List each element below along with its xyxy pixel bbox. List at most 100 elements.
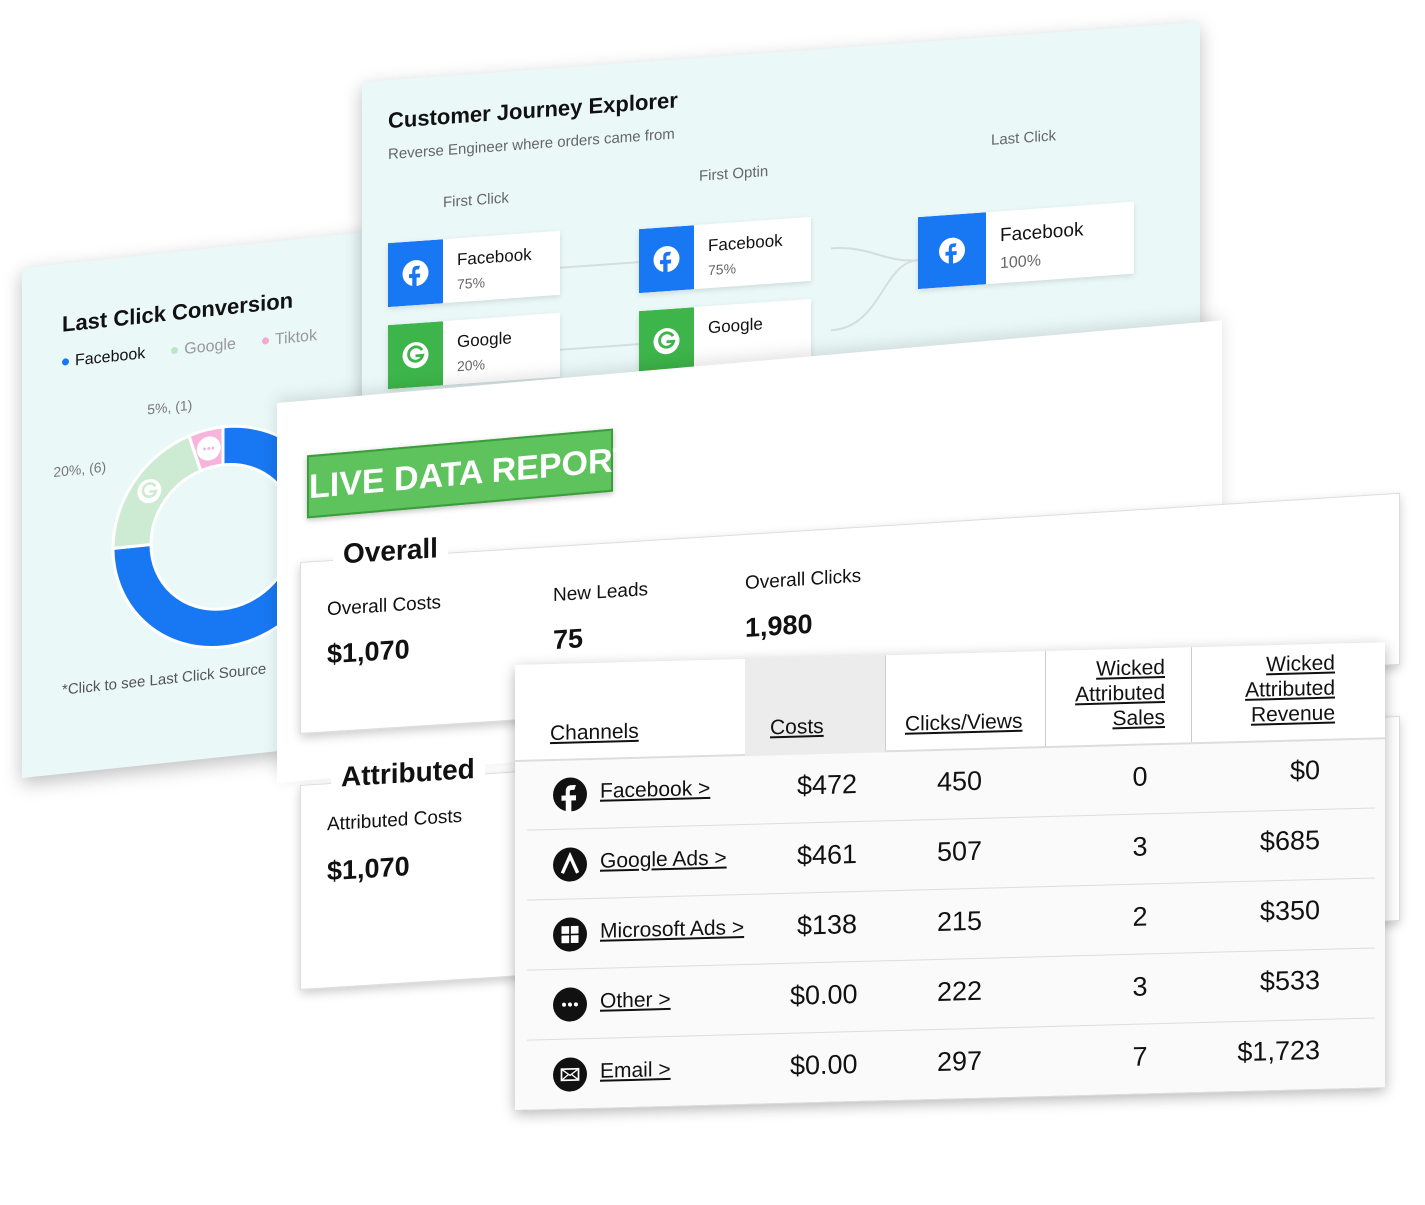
icon-glyph: [203, 447, 207, 451]
connector: [560, 343, 639, 351]
cost-cell: $461: [797, 839, 858, 871]
sales-cell: 3: [1132, 831, 1148, 862]
journey-columns: First Click Facebook 75% Google 20% First Opt…: [362, 22, 1200, 390]
cost-cell: $0.00: [790, 979, 858, 1011]
icon-glyph: [570, 935, 579, 944]
clicks-cell: 450: [937, 765, 983, 797]
metric-value: 1,980: [745, 608, 813, 644]
icon-glyph: [570, 925, 579, 934]
icon-circle: [939, 237, 965, 264]
metric-label: Overall Clicks: [745, 565, 862, 595]
sales-cell: 2: [1132, 901, 1148, 932]
icon-glyph: [211, 446, 215, 450]
icon-glyph: [561, 785, 577, 814]
icon-glyph: [207, 447, 211, 450]
icon-glyph: [407, 345, 425, 363]
icon-glyph: [567, 1002, 573, 1007]
column-header[interactable]: Wicked Attributed Sales: [1075, 655, 1165, 731]
metric-label: Overall Costs: [327, 592, 442, 621]
icon-circle: [402, 260, 429, 287]
channel-icon: [553, 777, 587, 814]
icon-circle: [553, 917, 587, 952]
channel-icon: [553, 917, 587, 952]
channel-icon: [553, 847, 587, 882]
icon-glyph: [562, 1002, 567, 1007]
value-label: 20%, (6): [53, 459, 106, 481]
channel-name: Facebook: [708, 230, 783, 256]
channel-name: Facebook: [457, 244, 532, 270]
icon-glyph: [561, 1068, 579, 1081]
clicks-cell: 507: [937, 835, 983, 867]
channel-share: 75%: [457, 274, 486, 293]
channel-link[interactable]: Facebook >: [600, 776, 711, 803]
live-badge: LIVE DATA REPORT: [307, 428, 633, 519]
sales-cell: 3: [1132, 971, 1148, 1002]
channel-share: 100%: [1000, 252, 1041, 273]
channel-name: Facebook: [1000, 219, 1084, 247]
icon-glyph: [560, 1067, 580, 1082]
header-separator: [885, 655, 886, 751]
channel-name: Google: [457, 328, 512, 352]
channel-table: Channels Costs Clicks/Views Wicked Attribut…: [515, 642, 1385, 1111]
icon-glyph: [561, 935, 570, 944]
header-separator: [1191, 647, 1192, 743]
revenue-cell: $1,723: [1237, 1034, 1320, 1068]
journey-node: Facebook 100%: [918, 201, 1134, 290]
journey-node: Google 20%: [388, 312, 560, 390]
cost-cell: $472: [797, 769, 858, 801]
header-highlight: [745, 655, 885, 756]
clicks-cell: 297: [937, 1045, 983, 1077]
revenue-cell: $350: [1259, 894, 1320, 927]
channel-icon: [918, 212, 986, 290]
cost-cell: $138: [797, 909, 858, 941]
revenue-cell: $533: [1259, 964, 1320, 997]
channel-link[interactable]: Other >: [600, 987, 671, 1013]
icon-circle: [553, 847, 587, 882]
metric-label: New Leads: [553, 579, 649, 607]
icon-glyph: [560, 851, 580, 874]
journey-card: Customer Journey Explorer Reverse Engine…: [362, 21, 1200, 412]
connector: [830, 247, 919, 262]
cost-cell: $0.00: [790, 1049, 858, 1081]
channel-icon: [553, 987, 587, 1022]
channel-link[interactable]: Microsoft Ads >: [600, 915, 745, 943]
icon-circle: [653, 246, 680, 273]
channel-icon: [388, 239, 443, 308]
icon-glyph: [141, 482, 158, 498]
icon-glyph: [573, 1002, 578, 1007]
journey-node: Facebook 75%: [639, 216, 811, 294]
channel-name: Google: [708, 314, 763, 338]
icon-glyph: [660, 251, 672, 276]
clicks-cell: 215: [937, 905, 983, 937]
sales-cell: 7: [1132, 1041, 1148, 1072]
column-header[interactable]: Wicked Attributed Revenue: [1245, 651, 1335, 727]
column-header[interactable]: Channels: [550, 719, 639, 746]
channel-icon: [639, 225, 694, 294]
connector: [830, 259, 919, 332]
channel-link[interactable]: Email >: [600, 1057, 671, 1083]
channel-share: 20%: [457, 356, 486, 375]
channel-share: 75%: [708, 260, 737, 279]
icon-glyph: [409, 265, 421, 290]
metric-value: 75: [553, 623, 584, 656]
column-header[interactable]: Clicks/Views: [905, 709, 1023, 736]
metric-value: $1,070: [327, 851, 410, 887]
revenue-cell: $0: [1289, 754, 1320, 786]
clicks-cell: 222: [937, 975, 983, 1007]
section-heading: Overall: [333, 531, 448, 571]
channel-link[interactable]: Google Ads >: [600, 846, 727, 873]
metric-label: Attributed Costs: [327, 805, 463, 836]
channel-icon: [639, 307, 694, 376]
column-header[interactable]: Costs: [770, 714, 824, 740]
icon-glyph: [658, 331, 676, 349]
icon-glyph: [561, 926, 570, 934]
icon-circle: [553, 777, 587, 812]
journey-node: Google: [639, 298, 811, 376]
metric-value: $1,070: [327, 634, 410, 670]
icon-glyph: [945, 243, 957, 268]
revenue-cell: $685: [1259, 824, 1320, 857]
connectors: [560, 247, 919, 351]
channel-icon: [553, 1057, 587, 1092]
journey-node: Facebook 75%: [388, 230, 560, 308]
